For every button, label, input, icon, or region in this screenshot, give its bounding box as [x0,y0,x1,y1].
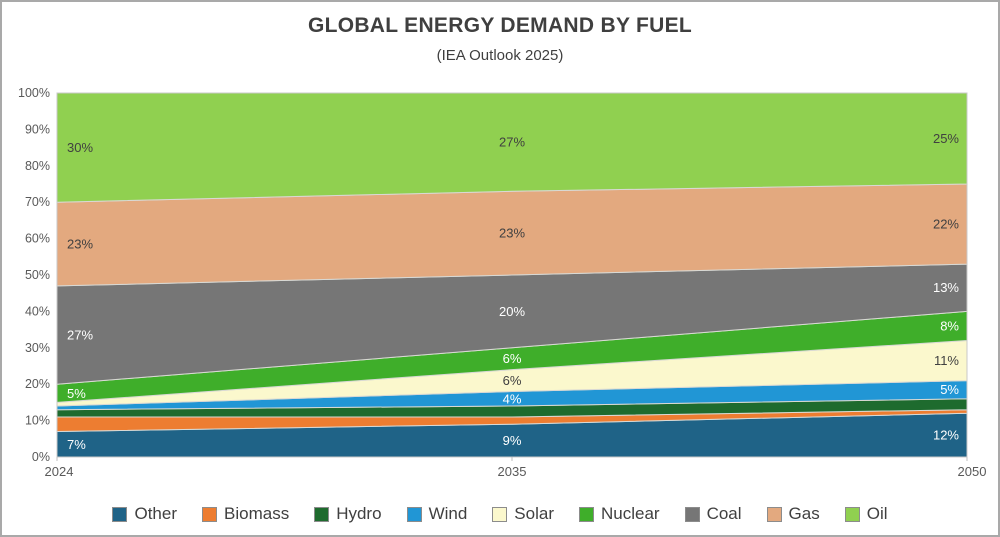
legend-swatch-nuclear [578,506,594,522]
chart-title: GLOBAL ENERGY DEMAND BY FUEL [307,14,693,37]
legend-swatch-wind [406,506,422,522]
legend-swatch-hydro [314,506,330,522]
legend-item-hydro: Hydro [314,504,382,524]
chart-subtitle: (IEA Outlook 2025) [436,47,564,64]
data-label: 5% [940,382,959,397]
x-axis-label: 2024 [45,464,74,479]
legend-item-wind: Wind [406,504,468,524]
legend-label: Nuclear [600,504,660,523]
legend-swatch-coal [684,506,700,522]
data-label: 27% [67,328,93,343]
data-label: 5% [67,386,86,401]
data-label: 12% [933,428,959,443]
data-label: 22% [933,217,959,232]
legend-item-nuclear: Nuclear [578,504,660,524]
legend-label: Other [134,504,178,523]
legend: Other Biomass Hydro Wind Solar Nuclear Coal Gas… [2,504,998,524]
legend-item-solar: Solar [492,504,554,524]
legend-swatch-gas [766,506,782,522]
legend-swatch-biomass [202,506,218,522]
data-label: 13% [933,280,959,295]
x-axis-label: 2050 [958,464,987,479]
data-label: 20% [499,304,525,319]
legend-label: Oil [866,504,888,523]
x-axis-label: 2035 [498,464,527,479]
data-label: 27% [499,135,525,150]
y-axis-label: 10% [25,414,50,428]
data-label: 8% [940,318,959,333]
data-label: 25% [933,131,959,146]
data-label: 23% [499,226,525,241]
data-label: 9% [503,433,522,448]
legend-label: Hydro [336,504,382,523]
y-axis-label: 70% [25,195,50,209]
legend-label: Gas [788,504,820,523]
data-label: 6% [503,351,522,366]
legend-item-gas: Gas [766,504,820,524]
data-label: 11% [934,353,959,368]
y-axis-label: 40% [25,304,50,318]
legend-item-other: Other [112,504,177,524]
y-axis-label: 0% [32,450,50,464]
data-label: 6% [503,373,522,388]
y-axis-label: 20% [25,377,50,391]
legend-label: Solar [514,504,554,523]
y-axis-label: 100% [18,86,50,100]
data-label: 23% [67,237,93,252]
data-label: 4% [503,391,522,406]
legend-label: Coal [706,504,742,523]
legend-label: Wind [428,504,468,523]
y-axis-label: 80% [25,159,50,173]
data-label: 7% [67,437,86,452]
y-axis-label: 30% [25,341,50,355]
legend-swatch-solar [492,506,508,522]
y-axis-label: 90% [25,122,50,136]
legend-label: Biomass [224,504,290,523]
legend-item-biomass: Biomass [202,504,289,524]
data-label: 30% [67,140,93,155]
legend-swatch-oil [844,506,860,522]
y-axis-label: 60% [25,232,50,246]
legend-item-oil: Oil [844,504,888,524]
legend-item-coal: Coal [684,504,742,524]
legend-swatch-other [112,506,128,522]
y-axis-label: 50% [25,268,50,282]
